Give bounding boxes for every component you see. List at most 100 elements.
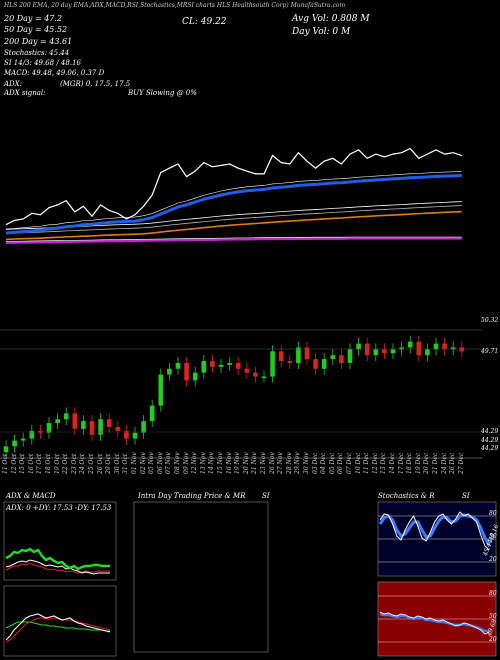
candle bbox=[330, 349, 336, 366]
ema50-band-line-1 bbox=[5, 205, 462, 234]
candle-body bbox=[382, 349, 387, 354]
candle bbox=[235, 356, 241, 375]
candle bbox=[192, 366, 198, 387]
candle bbox=[63, 407, 69, 426]
macd-histogram-line bbox=[5, 621, 110, 632]
candle-body bbox=[218, 364, 224, 367]
candle-body bbox=[304, 347, 310, 360]
macd-line bbox=[5, 613, 111, 641]
macd-signal-line bbox=[5, 617, 111, 643]
candle-body bbox=[141, 421, 146, 433]
ema20-line bbox=[5, 174, 462, 235]
price-label-mid: 49.71 bbox=[481, 348, 499, 355]
candle-body bbox=[106, 419, 112, 427]
candle-body bbox=[175, 362, 181, 369]
adx-label: ADX: bbox=[4, 80, 23, 88]
rsi-line bbox=[379, 611, 490, 635]
candle bbox=[261, 370, 267, 383]
candle-body bbox=[3, 446, 9, 453]
candle bbox=[270, 345, 275, 383]
candle bbox=[29, 424, 35, 445]
candle-body bbox=[270, 351, 275, 377]
candle-body bbox=[201, 361, 207, 373]
intraday-panel bbox=[133, 501, 269, 653]
candle bbox=[98, 413, 103, 441]
day-vol-label: Day Vol: 0 M bbox=[292, 27, 351, 37]
candle-body bbox=[184, 362, 189, 381]
ema20-band-line bbox=[5, 171, 462, 230]
candles bbox=[3, 335, 465, 459]
candle bbox=[373, 343, 379, 362]
candle-body bbox=[407, 341, 413, 348]
candle-body bbox=[278, 351, 284, 362]
candle-body bbox=[442, 343, 447, 350]
candle bbox=[218, 358, 224, 373]
candle bbox=[416, 335, 422, 362]
candle-body bbox=[98, 419, 103, 435]
adx-box-label: ADX: 0 +DY: 17.53 -DY: 17.53 bbox=[6, 504, 112, 512]
candle-body bbox=[235, 362, 241, 369]
adx-mgr-label: (MGR) 0, 17.5, 17.5 bbox=[60, 80, 131, 88]
candle-body bbox=[261, 376, 267, 379]
candle bbox=[459, 341, 465, 358]
candle bbox=[12, 434, 17, 453]
candle-body bbox=[356, 343, 361, 350]
candle bbox=[115, 420, 121, 437]
buy-signal-label: BUY Slowing @ 0% bbox=[128, 89, 197, 97]
candle-body bbox=[364, 343, 370, 356]
adx-macd-title: ADX & MACD bbox=[6, 492, 56, 500]
adx-signal-label: ADX signal: bbox=[4, 89, 46, 97]
price-label-low-1: 44.29 bbox=[481, 428, 499, 435]
candle bbox=[296, 341, 301, 369]
ema-lines bbox=[5, 171, 462, 245]
candle bbox=[227, 356, 232, 371]
candle-body bbox=[132, 432, 138, 439]
candle bbox=[124, 424, 129, 445]
ema200-label: 200 Day = 43.61 bbox=[4, 37, 73, 46]
candle-body bbox=[390, 349, 396, 354]
candle-body bbox=[210, 361, 215, 367]
candle bbox=[304, 341, 310, 366]
candle bbox=[382, 343, 387, 360]
candle-body bbox=[81, 421, 86, 429]
price-label-low-3: 44.29 bbox=[481, 445, 499, 452]
close-price-line bbox=[5, 147, 462, 226]
stoch-si: SI bbox=[462, 492, 470, 500]
candle bbox=[356, 337, 361, 356]
candle bbox=[158, 368, 164, 412]
candle-body bbox=[433, 343, 439, 350]
candle-body bbox=[425, 349, 430, 356]
adx-minus-di-line bbox=[5, 562, 110, 574]
candle bbox=[347, 343, 353, 369]
price-label-top: 50.32 bbox=[481, 317, 499, 324]
candle-body bbox=[399, 347, 404, 350]
candle-body bbox=[253, 372, 258, 377]
candle-body bbox=[287, 361, 293, 363]
candle bbox=[149, 399, 155, 428]
candle bbox=[364, 337, 370, 362]
candle-body bbox=[20, 438, 26, 441]
candle bbox=[106, 413, 112, 433]
candle bbox=[339, 349, 344, 369]
adx-panel bbox=[3, 501, 117, 581]
candle-body bbox=[115, 426, 121, 431]
rsi-tick-80: 80 bbox=[489, 590, 497, 597]
candle-body bbox=[124, 430, 129, 439]
ema50-label: 50 Day = 45.52 bbox=[4, 25, 68, 34]
candle bbox=[287, 355, 293, 369]
candle bbox=[167, 362, 172, 381]
header-title-line: HLS 200 EMA, 20 day EMA,ADX,MACD,RSI,Sto… bbox=[4, 2, 346, 9]
candle bbox=[81, 415, 86, 435]
candle bbox=[433, 337, 439, 356]
candle bbox=[89, 415, 95, 441]
price-chart bbox=[0, 147, 482, 459]
macd-label: MACD: 49.48, 49.06, 0.37 D bbox=[4, 69, 105, 77]
rsi-tick-20: 20 bbox=[489, 636, 497, 643]
candle-body bbox=[55, 419, 60, 424]
candle-body bbox=[149, 405, 155, 422]
candle bbox=[210, 355, 215, 373]
ema200-line bbox=[5, 237, 462, 245]
candle bbox=[321, 353, 327, 375]
stochastics-label: Stochastics: 45.44 bbox=[4, 49, 70, 57]
rsi-tick-50: 50 bbox=[489, 613, 497, 620]
